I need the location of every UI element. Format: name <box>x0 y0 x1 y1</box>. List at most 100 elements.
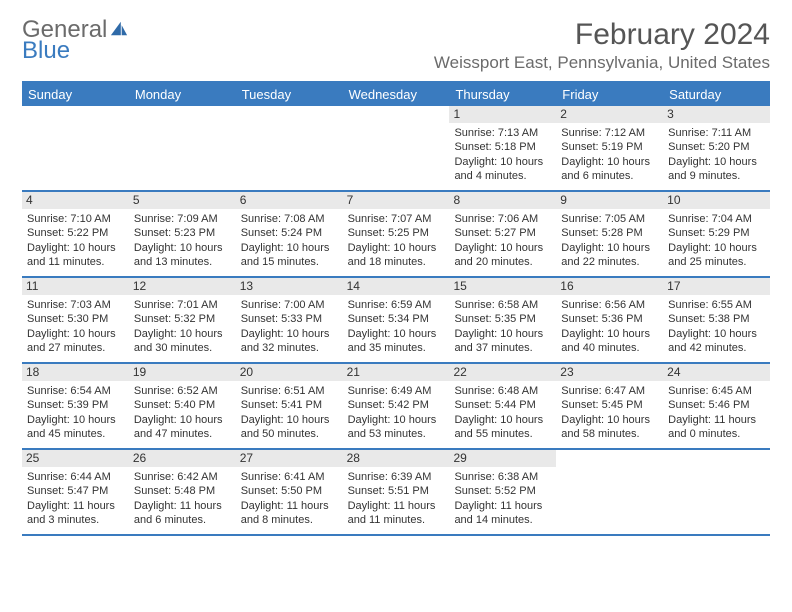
day-number: 12 <box>129 278 236 295</box>
daylight-line-2: and 0 minutes. <box>668 427 765 441</box>
daylight-line-2: and 20 minutes. <box>454 255 551 269</box>
sunrise-line: Sunrise: 7:12 AM <box>561 126 658 140</box>
day-number: 19 <box>129 364 236 381</box>
daylight-line-2: and 4 minutes. <box>454 169 551 183</box>
day-cell: 1Sunrise: 7:13 AMSunset: 5:18 PMDaylight… <box>449 106 556 190</box>
day-number: 13 <box>236 278 343 295</box>
day-number: 2 <box>556 106 663 123</box>
daylight-line-2: and 53 minutes. <box>348 427 445 441</box>
day-number: 26 <box>129 450 236 467</box>
day-cell: 5Sunrise: 7:09 AMSunset: 5:23 PMDaylight… <box>129 192 236 276</box>
daylight-line-2: and 18 minutes. <box>348 255 445 269</box>
day-number: 29 <box>449 450 556 467</box>
day-number: 8 <box>449 192 556 209</box>
daylight-line-1: Daylight: 10 hours <box>454 241 551 255</box>
day-cell: 23Sunrise: 6:47 AMSunset: 5:45 PMDayligh… <box>556 364 663 448</box>
sunset-line: Sunset: 5:51 PM <box>348 484 445 498</box>
day-cell: 20Sunrise: 6:51 AMSunset: 5:41 PMDayligh… <box>236 364 343 448</box>
daylight-line-2: and 55 minutes. <box>454 427 551 441</box>
daylight-line-1: Daylight: 10 hours <box>561 327 658 341</box>
sunrise-line: Sunrise: 6:45 AM <box>668 384 765 398</box>
daylight-line-1: Daylight: 10 hours <box>348 241 445 255</box>
day-cell: 3Sunrise: 7:11 AMSunset: 5:20 PMDaylight… <box>663 106 770 190</box>
sunset-line: Sunset: 5:48 PM <box>134 484 231 498</box>
daylight-line-1: Daylight: 10 hours <box>454 327 551 341</box>
sunset-line: Sunset: 5:30 PM <box>27 312 124 326</box>
sunset-line: Sunset: 5:39 PM <box>27 398 124 412</box>
sunset-line: Sunset: 5:41 PM <box>241 398 338 412</box>
day-cell: 17Sunrise: 6:55 AMSunset: 5:38 PMDayligh… <box>663 278 770 362</box>
daylight-line-1: Daylight: 10 hours <box>561 155 658 169</box>
sunrise-line: Sunrise: 6:39 AM <box>348 470 445 484</box>
day-cell: 10Sunrise: 7:04 AMSunset: 5:29 PMDayligh… <box>663 192 770 276</box>
weekday-header: Sunday <box>22 83 129 106</box>
day-number: 10 <box>663 192 770 209</box>
sunset-line: Sunset: 5:20 PM <box>668 140 765 154</box>
daylight-line-1: Daylight: 10 hours <box>241 241 338 255</box>
daylight-line-1: Daylight: 11 hours <box>348 499 445 513</box>
logo: GeneralBlue <box>22 18 129 63</box>
daylight-line-2: and 6 minutes. <box>561 169 658 183</box>
sunrise-line: Sunrise: 6:59 AM <box>348 298 445 312</box>
sunrise-line: Sunrise: 7:11 AM <box>668 126 765 140</box>
day-number: 9 <box>556 192 663 209</box>
week-row: 18Sunrise: 6:54 AMSunset: 5:39 PMDayligh… <box>22 364 770 450</box>
day-number: 1 <box>449 106 556 123</box>
day-cell: 7Sunrise: 7:07 AMSunset: 5:25 PMDaylight… <box>343 192 450 276</box>
daylight-line-1: Daylight: 11 hours <box>454 499 551 513</box>
sunrise-line: Sunrise: 6:56 AM <box>561 298 658 312</box>
sunrise-line: Sunrise: 7:08 AM <box>241 212 338 226</box>
day-number: 3 <box>663 106 770 123</box>
daylight-line-1: Daylight: 10 hours <box>134 413 231 427</box>
day-number: 5 <box>129 192 236 209</box>
day-number: 20 <box>236 364 343 381</box>
day-cell <box>556 450 663 534</box>
day-cell: 26Sunrise: 6:42 AMSunset: 5:48 PMDayligh… <box>129 450 236 534</box>
logo-text-blue: Blue <box>22 39 129 63</box>
daylight-line-2: and 11 minutes. <box>348 513 445 527</box>
day-cell: 19Sunrise: 6:52 AMSunset: 5:40 PMDayligh… <box>129 364 236 448</box>
day-cell: 24Sunrise: 6:45 AMSunset: 5:46 PMDayligh… <box>663 364 770 448</box>
sunset-line: Sunset: 5:50 PM <box>241 484 338 498</box>
day-cell <box>343 106 450 190</box>
day-cell: 4Sunrise: 7:10 AMSunset: 5:22 PMDaylight… <box>22 192 129 276</box>
sunset-line: Sunset: 5:36 PM <box>561 312 658 326</box>
week-row: 11Sunrise: 7:03 AMSunset: 5:30 PMDayligh… <box>22 278 770 364</box>
daylight-line-2: and 22 minutes. <box>561 255 658 269</box>
sunset-line: Sunset: 5:23 PM <box>134 226 231 240</box>
daylight-line-1: Daylight: 11 hours <box>668 413 765 427</box>
sunset-line: Sunset: 5:52 PM <box>454 484 551 498</box>
sunrise-line: Sunrise: 6:51 AM <box>241 384 338 398</box>
day-number: 28 <box>343 450 450 467</box>
sunrise-line: Sunrise: 7:00 AM <box>241 298 338 312</box>
day-cell: 9Sunrise: 7:05 AMSunset: 5:28 PMDaylight… <box>556 192 663 276</box>
daylight-line-2: and 9 minutes. <box>668 169 765 183</box>
daylight-line-2: and 3 minutes. <box>27 513 124 527</box>
daylight-line-1: Daylight: 10 hours <box>348 327 445 341</box>
sunset-line: Sunset: 5:42 PM <box>348 398 445 412</box>
sunset-line: Sunset: 5:27 PM <box>454 226 551 240</box>
day-number: 14 <box>343 278 450 295</box>
sunrise-line: Sunrise: 6:44 AM <box>27 470 124 484</box>
day-number: 23 <box>556 364 663 381</box>
weekday-header: Wednesday <box>343 83 450 106</box>
daylight-line-1: Daylight: 10 hours <box>561 241 658 255</box>
sunrise-line: Sunrise: 6:38 AM <box>454 470 551 484</box>
day-number: 11 <box>22 278 129 295</box>
location-subtitle: Weissport East, Pennsylvania, United Sta… <box>434 53 770 73</box>
day-cell <box>663 450 770 534</box>
day-cell: 18Sunrise: 6:54 AMSunset: 5:39 PMDayligh… <box>22 364 129 448</box>
daylight-line-2: and 45 minutes. <box>27 427 124 441</box>
day-cell: 8Sunrise: 7:06 AMSunset: 5:27 PMDaylight… <box>449 192 556 276</box>
daylight-line-1: Daylight: 11 hours <box>241 499 338 513</box>
daylight-line-1: Daylight: 10 hours <box>134 241 231 255</box>
day-cell <box>236 106 343 190</box>
daylight-line-2: and 40 minutes. <box>561 341 658 355</box>
day-number: 7 <box>343 192 450 209</box>
day-cell: 2Sunrise: 7:12 AMSunset: 5:19 PMDaylight… <box>556 106 663 190</box>
day-cell: 22Sunrise: 6:48 AMSunset: 5:44 PMDayligh… <box>449 364 556 448</box>
weekday-header: Friday <box>556 83 663 106</box>
daylight-line-2: and 32 minutes. <box>241 341 338 355</box>
daylight-line-1: Daylight: 10 hours <box>668 327 765 341</box>
sunset-line: Sunset: 5:47 PM <box>27 484 124 498</box>
